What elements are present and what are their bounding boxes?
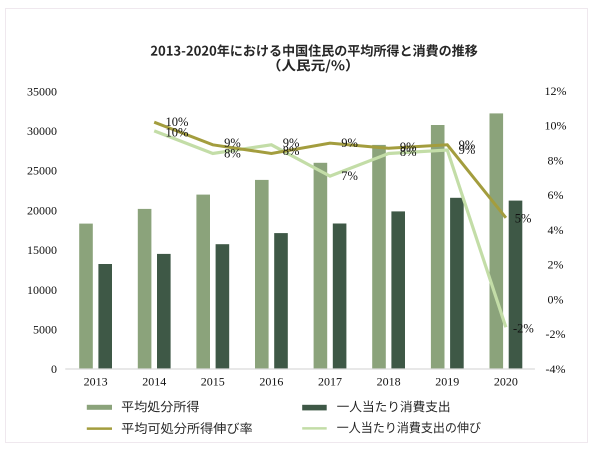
svg-text:9%: 9%	[341, 136, 358, 150]
svg-text:15000: 15000	[27, 243, 57, 257]
svg-text:35000: 35000	[27, 84, 57, 98]
svg-text:8%: 8%	[224, 147, 241, 161]
svg-text:8%: 8%	[548, 153, 564, 167]
svg-text:10000: 10000	[27, 283, 57, 297]
svg-text:2015: 2015	[201, 375, 225, 389]
svg-text:2017: 2017	[318, 375, 342, 389]
svg-text:0%: 0%	[548, 293, 564, 307]
svg-text:2019: 2019	[435, 375, 459, 389]
svg-text:8%: 8%	[283, 144, 300, 158]
svg-text:9%: 9%	[459, 138, 476, 152]
svg-text:2014: 2014	[142, 375, 166, 389]
svg-text:2018: 2018	[377, 375, 401, 389]
svg-text:-4%: -4%	[546, 362, 566, 376]
svg-text:2013: 2013	[84, 375, 108, 389]
svg-text:2016: 2016	[259, 375, 283, 389]
svg-text:12%: 12%	[545, 84, 567, 98]
svg-text:8%: 8%	[400, 145, 417, 159]
svg-text:10%: 10%	[545, 119, 567, 133]
svg-text:5%: 5%	[515, 211, 532, 225]
svg-text:10%: 10%	[166, 115, 189, 129]
svg-text:9%: 9%	[459, 143, 476, 157]
svg-text:20000: 20000	[27, 203, 57, 217]
svg-text:10%: 10%	[166, 125, 189, 139]
svg-text:25000: 25000	[27, 164, 57, 178]
svg-text:7%: 7%	[341, 169, 358, 183]
svg-text:0: 0	[51, 362, 57, 376]
svg-text:4%: 4%	[548, 223, 564, 237]
svg-text:6%: 6%	[548, 188, 564, 202]
svg-text:9%: 9%	[224, 136, 241, 150]
svg-text:9%: 9%	[283, 136, 300, 150]
svg-text:2020: 2020	[494, 375, 518, 389]
svg-text:9%: 9%	[400, 140, 417, 154]
svg-text:30000: 30000	[27, 124, 57, 138]
svg-text:-2%: -2%	[546, 327, 566, 341]
svg-text:-2%: -2%	[513, 321, 534, 335]
svg-text:5000: 5000	[33, 323, 57, 337]
svg-text:2%: 2%	[548, 258, 564, 272]
